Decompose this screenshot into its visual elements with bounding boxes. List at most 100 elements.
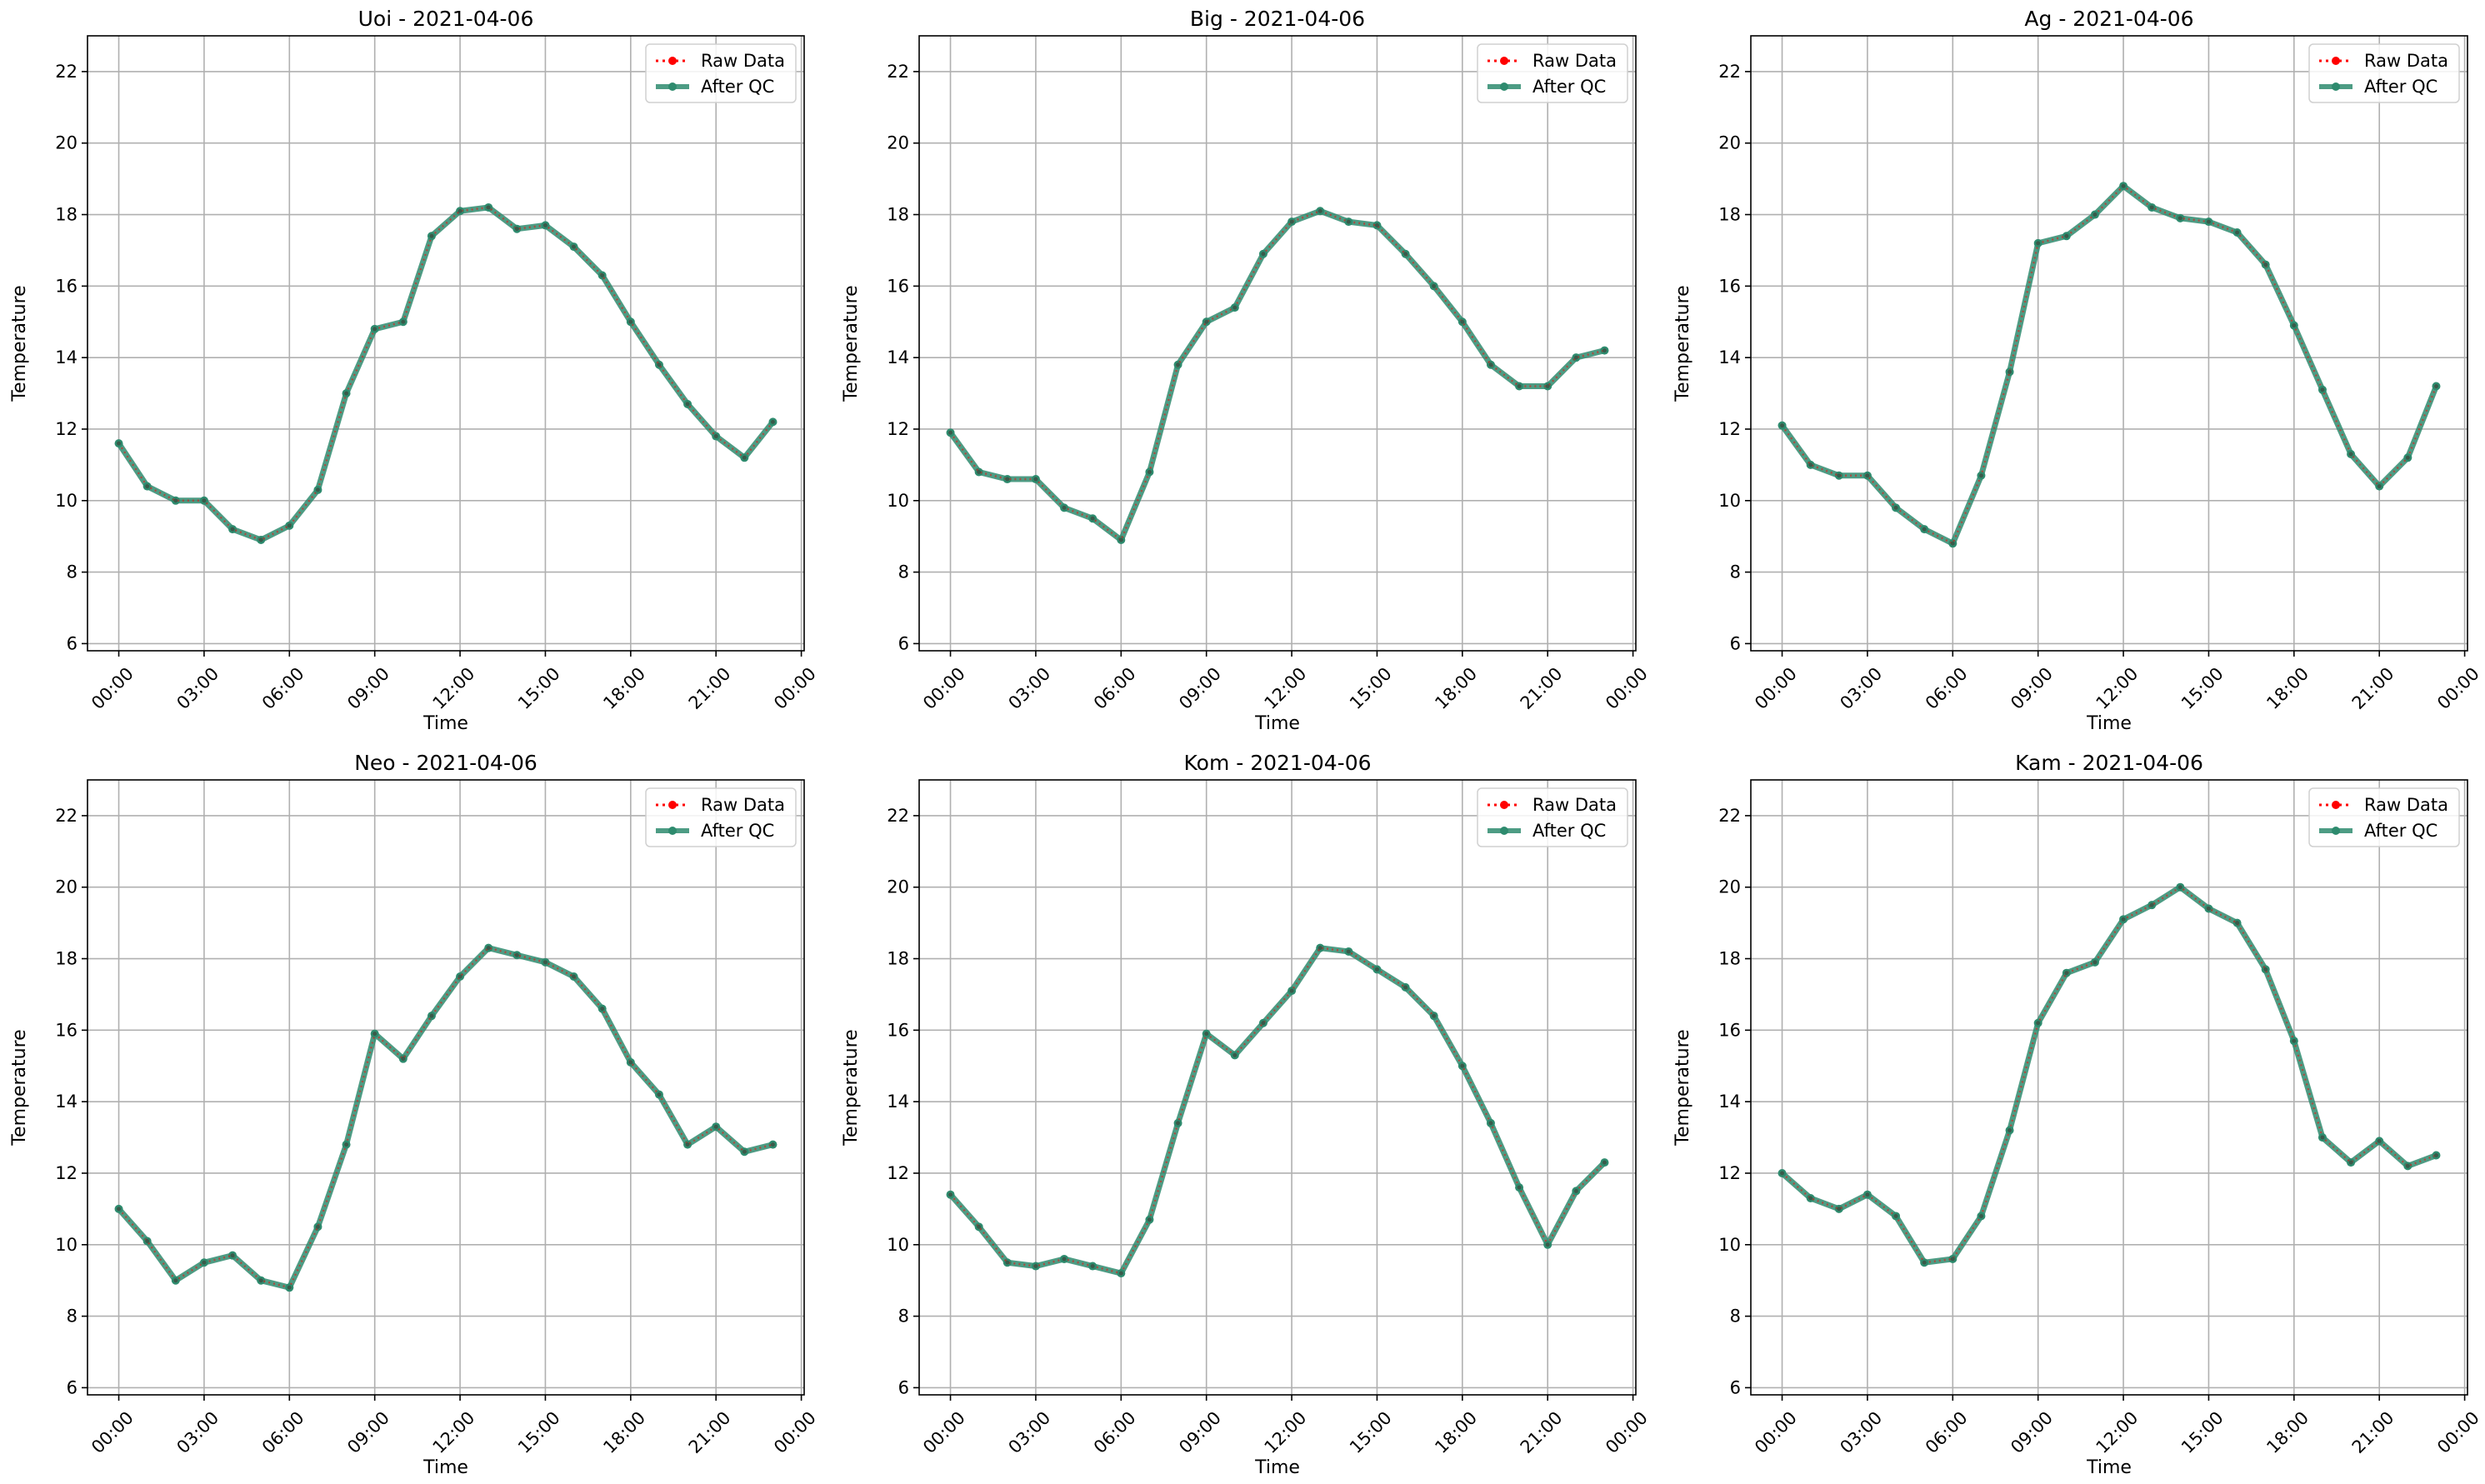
subplot-title: Kam - 2021-04-06 [2015,751,2203,775]
point-raw [315,1224,320,1229]
y-axis-label: Temperature [841,285,862,402]
legend-label-after-qc: After QC [701,77,774,97]
point-raw [2121,917,2126,922]
x-tick-label: 09:00 [2007,663,2057,713]
legend-label-raw: Raw Data [1532,51,1617,71]
series-line-after-qc [116,204,776,543]
y-tick-label: 22 [55,806,78,826]
point-raw [1374,222,1379,227]
point-raw [1090,1264,1095,1269]
axes-frame [918,35,1637,652]
legend-marker-raw [2332,57,2340,65]
y-axis-label: Temperature [1672,1029,1693,1146]
point-raw [628,1060,633,1065]
y-tick-label: 8 [1730,562,1741,582]
x-tick-label: 18:00 [599,663,649,713]
x-tick-label: 00:00 [770,1407,820,1457]
point-raw [2064,233,2069,238]
y-tick-label: 22 [1718,62,1741,82]
y-tick-label: 16 [55,276,78,296]
y-tick-label: 12 [55,1163,78,1183]
point-raw [1865,473,1870,478]
subplot-2: 6 8 10 12 14 16 18 20 22 00:00 03:00 06:00 09:00 12:0… [1672,7,2483,734]
point-raw [770,419,775,424]
x-tick-label: 03:00 [1836,663,1886,713]
subplot-4: 6 8 10 12 14 16 18 20 22 00:00 03:00 06:00 09:00 12:0… [841,751,1652,1478]
point-raw [2178,885,2182,890]
point-raw [1893,1213,1898,1218]
legend-label-raw: Raw Data [1532,795,1617,815]
y-tick-label: 10 [1718,491,1741,511]
y-tick-label: 16 [887,1020,909,1040]
y-tick-label: 10 [1718,1235,1741,1255]
axes-frame [1750,35,2468,652]
point-raw [1318,208,1322,213]
point-raw [344,391,349,396]
x-tick-label: 00:00 [2433,663,2483,713]
x-tick-label: 12:00 [1261,1407,1311,1457]
point-raw [2235,921,2240,926]
x-tick-label: 18:00 [599,1407,649,1457]
point-raw [1602,1160,1607,1165]
point-raw [429,233,434,238]
y-tick-label: 20 [55,133,78,153]
x-tick-label: 03:00 [1004,1407,1054,1457]
point-raw [1232,305,1238,310]
x-tick-label: 09:00 [1175,1407,1225,1457]
point-raw [1432,1013,1437,1018]
y-tick-label: 10 [55,1235,78,1255]
legend-marker-raw [1500,801,1508,809]
point-raw [2263,262,2268,267]
y-tick-label: 14 [1718,1092,1741,1112]
x-tick-label: 06:00 [1090,663,1140,713]
point-raw [685,402,690,407]
series-line-after-qc [948,945,1607,1277]
point-raw [770,1142,775,1147]
legend-label-after-qc: After QC [1532,821,1606,841]
x-axis-label: Time [422,1457,468,1478]
y-tick-label: 18 [55,205,78,225]
y-tick-label: 18 [887,949,909,969]
subplot-title: Ag - 2021-04-06 [2024,7,2193,31]
point-raw [2348,452,2353,457]
point-raw [2320,1135,2325,1140]
point-raw [1460,1063,1465,1068]
y-tick-label: 14 [55,347,78,367]
series-line-after-qc [948,207,1606,543]
point-raw [2320,387,2325,392]
y-tick-label: 8 [1730,1307,1741,1327]
point-raw [145,484,150,489]
point-raw [1517,383,1522,388]
y-tick-label: 20 [1718,877,1741,897]
point-raw [2064,971,2069,976]
subplot-title: Big - 2021-04-06 [1190,7,1365,31]
x-tick-label: 00:00 [1602,1407,1652,1457]
point-raw [2292,323,2297,328]
x-tick-label: 00:00 [1751,663,1801,713]
x-tick-label: 21:00 [685,663,735,713]
point-raw [2092,212,2098,217]
point-raw [1033,1264,1038,1269]
y-tick-label: 8 [898,1307,909,1327]
legend: Raw Data After QC [645,43,797,103]
y-tick-label: 14 [1718,347,1741,367]
legend: Raw Data After QC [2308,787,2460,847]
point-raw [401,1057,406,1062]
point-raw [713,434,718,439]
x-tick-label: 21:00 [685,1407,735,1457]
point-raw [258,537,263,542]
x-axis-label: Time [1254,713,1300,734]
y-tick-label: 16 [55,1020,78,1040]
x-tick-label: 06:00 [258,663,308,713]
point-raw [2036,241,2041,246]
x-tick-label: 09:00 [343,1407,393,1457]
subplot-title: Neo - 2021-04-06 [354,751,538,775]
point-raw [1865,1192,1870,1197]
point-raw [1062,1257,1067,1262]
point-raw [458,974,462,979]
subplot-title: Uoi - 2021-04-06 [358,7,534,31]
point-raw [429,1013,434,1018]
series-line-after-qc [116,945,774,1291]
point-raw [2377,1138,2382,1143]
